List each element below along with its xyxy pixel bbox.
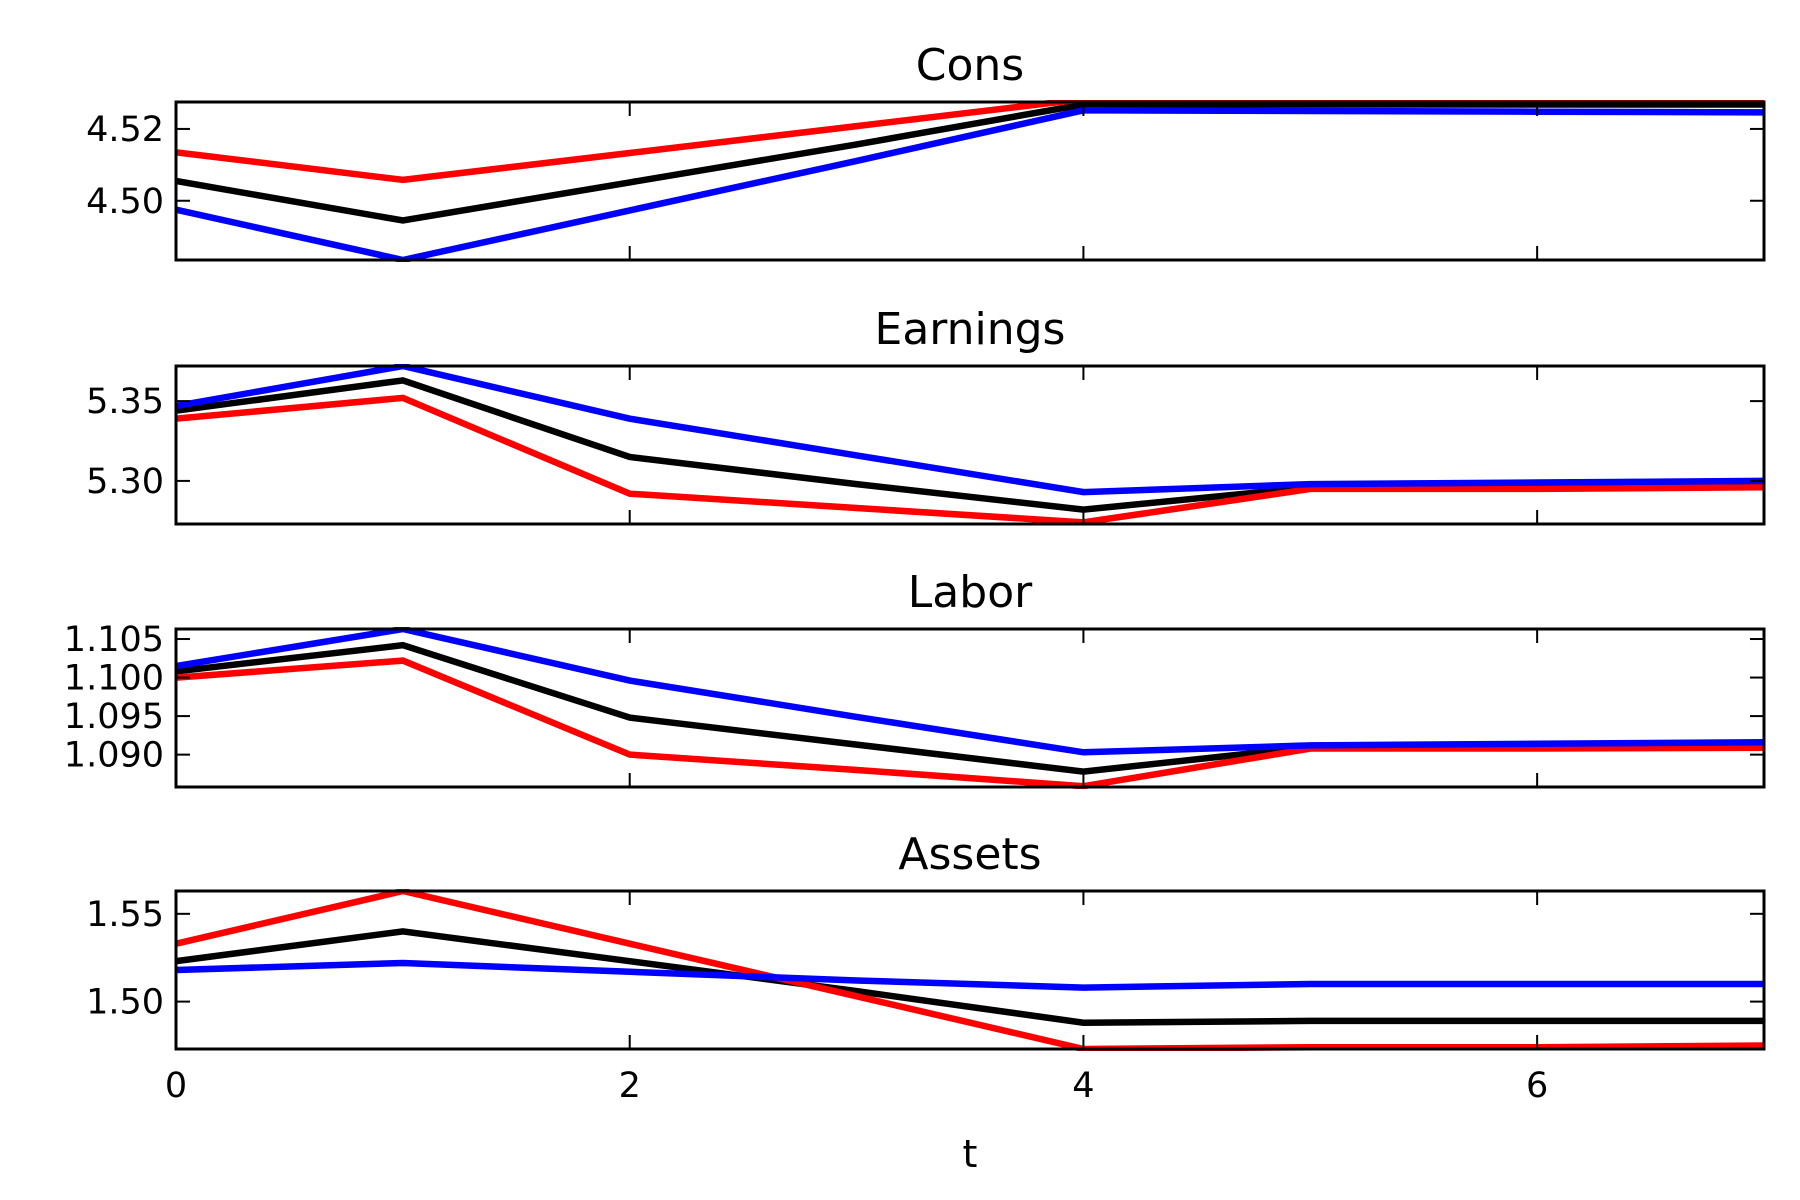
cons-axes-frame (174, 100, 1766, 262)
cons-series-red (176, 100, 1764, 184)
xtick-label: 6 (1526, 1066, 1548, 1106)
earnings-ytick-label: 5.35 (86, 382, 164, 422)
earnings-axes-frame (174, 364, 1766, 526)
xtick-label: 0 (165, 1066, 187, 1106)
cons-series-blue (176, 107, 1764, 262)
earnings-series-blue (176, 364, 1764, 496)
labor-ytick-label: 1.105 (64, 620, 164, 660)
assets-series-black (176, 928, 1764, 1026)
subplot-assets: Assets 1.50 1.55 0 2 4 6 t (86, 829, 1766, 1176)
labor-axes-frame (174, 627, 1766, 789)
earnings-ytick-label: 5.30 (86, 462, 164, 502)
earnings-title: Earnings (875, 304, 1066, 355)
labor-title: Labor (908, 567, 1033, 618)
cons-title: Cons (916, 40, 1024, 91)
x-axis-label: t (963, 1132, 978, 1176)
cons-ytick-label: 4.50 (86, 182, 164, 222)
xtick-label: 2 (619, 1066, 641, 1106)
assets-ytick-label: 1.55 (86, 895, 164, 935)
labor-ytick-label: 1.095 (64, 697, 164, 737)
cons-ytick-label: 4.52 (86, 110, 164, 150)
labor-ytick-label: 1.090 (64, 736, 164, 776)
labor-series-red (176, 657, 1764, 789)
assets-series-red (176, 889, 1764, 1051)
labor-ytick-label: 1.100 (64, 659, 164, 699)
subplot-cons: Cons 4.50 4.52 (86, 40, 1766, 262)
xtick-label: 4 (1072, 1066, 1094, 1106)
labor-series-blue (176, 627, 1764, 756)
assets-series-blue (176, 959, 1764, 991)
earnings-series-red (176, 394, 1764, 526)
assets-ytick-label: 1.50 (86, 983, 164, 1023)
assets-title: Assets (898, 829, 1041, 880)
cons-series-black (176, 101, 1764, 224)
assets-axes-frame (174, 889, 1766, 1051)
subplot-earnings: Earnings 5.30 5.35 (86, 304, 1766, 526)
